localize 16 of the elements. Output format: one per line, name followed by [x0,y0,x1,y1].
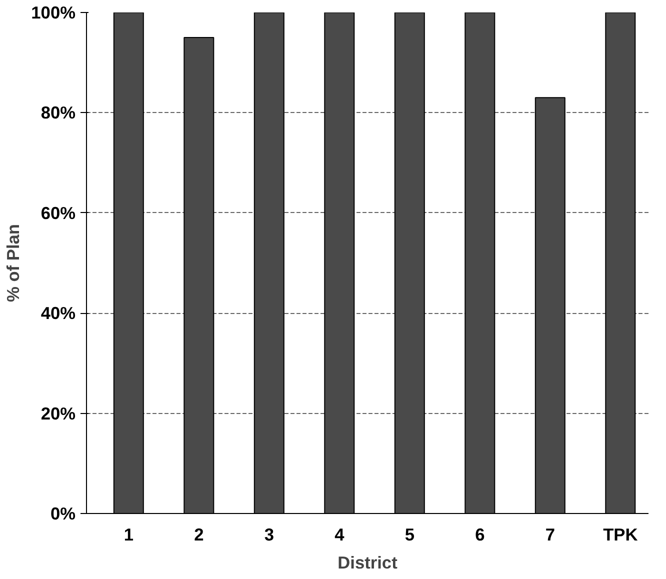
y-axis-title: % of Plan [3,224,24,302]
x-tick-label: 3 [264,524,274,544]
y-tick-label: 80% [40,102,76,123]
y-tick-label: 20% [40,403,76,424]
x-tick-label: 2 [194,524,204,544]
x-tick-label: 5 [404,524,415,544]
y-tick-label: 0% [50,504,76,524]
x-axis-title: District [338,552,398,572]
x-tick-label: 4 [334,524,345,544]
y-tick-label: 100% [31,2,76,22]
y-tick-label: 40% [40,303,76,324]
x-tick-label: TPK [603,524,638,544]
x-tick-label: 7 [545,524,555,544]
x-tick-label: 6 [475,524,486,544]
x-tick-label: 1 [124,524,134,544]
y-tick-label: 60% [40,202,76,223]
